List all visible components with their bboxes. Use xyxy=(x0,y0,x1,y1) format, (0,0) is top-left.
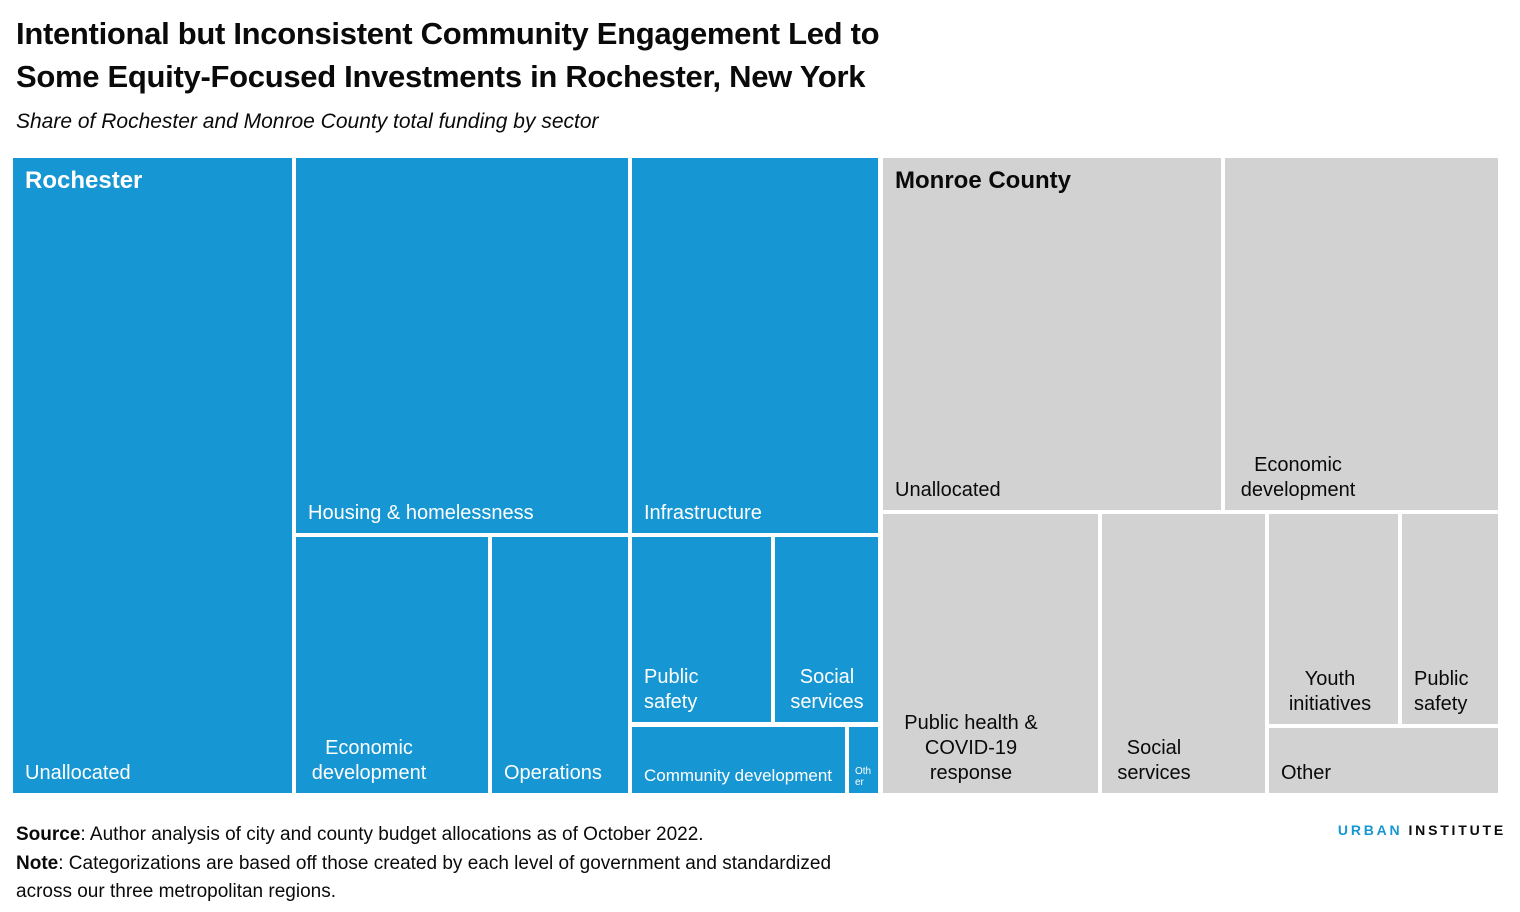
source-text: : Author analysis of city and county bud… xyxy=(80,824,704,845)
urban-institute-logo: URBAN INSTITUTE xyxy=(1338,822,1506,838)
cell-label: Public health & COVID-19 response xyxy=(904,712,1038,784)
cell-label: Economic development xyxy=(1240,454,1356,501)
logo-institute-text: INSTITUTE xyxy=(1408,822,1506,838)
cell-rochester-housing-homelessness: Housing & homelessness xyxy=(296,158,628,533)
rochester-section-label: Rochester xyxy=(25,167,143,194)
cell-monroe-other: Other xyxy=(1269,728,1498,793)
cell-label: Unallocated xyxy=(895,479,1001,501)
title-line-2: Some Equity-Focused Investments in Roche… xyxy=(16,59,866,94)
cell-label: Community development xyxy=(644,765,833,785)
note-label: Note xyxy=(16,852,59,874)
cell-label: Public safety xyxy=(644,666,699,713)
note-text: : Categorizations are based off those cr… xyxy=(16,852,832,903)
cell-label: Infrastructure xyxy=(644,502,762,524)
cell-label: Housing & homelessness xyxy=(308,502,534,524)
footnote: Source: Author analysis of city and coun… xyxy=(16,821,861,907)
chart-subtitle: Share of Rochester and Monroe County tot… xyxy=(16,110,599,133)
cell-label: Economic development xyxy=(311,737,427,784)
cell-label: Other xyxy=(1281,762,1332,784)
title-line-1: Intentional but Inconsistent Community E… xyxy=(16,16,880,51)
cell-rochester-community-development: Community development xyxy=(632,727,845,793)
cell-rochester-public-safety: Public safety xyxy=(632,537,771,722)
cell-monroe-social-services: Social services xyxy=(1102,514,1265,793)
cell-monroe-economic-development: Economic development xyxy=(1225,158,1498,510)
cell-monroe-unallocated: Monroe County Unallocated xyxy=(883,158,1221,510)
cell-rochester-infrastructure: Infrastructure xyxy=(632,158,878,533)
cell-label: Unallocated xyxy=(25,762,131,784)
monroe-section-label: Monroe County xyxy=(895,167,1071,194)
cell-label: Operations xyxy=(504,762,602,784)
cell-monroe-youth-initiatives: Youth initiatives xyxy=(1269,514,1398,724)
cell-label: Other xyxy=(855,766,872,788)
source-label: Source xyxy=(16,824,81,845)
cell-rochester-unallocated: Rochester Unallocated xyxy=(13,158,292,793)
cell-label: Public safety xyxy=(1414,668,1469,715)
cell-monroe-public-health-covid: Public health & COVID-19 response xyxy=(883,514,1098,793)
cell-monroe-public-safety: Public safety xyxy=(1402,514,1498,724)
cell-rochester-economic-development: Economic development xyxy=(296,537,488,793)
logo-urban-text: URBAN xyxy=(1337,822,1403,838)
cell-label: Social services xyxy=(790,666,864,713)
cell-label: Youth initiatives xyxy=(1288,668,1372,715)
cell-label: Social services xyxy=(1117,737,1191,784)
cell-rochester-social-services: Social services xyxy=(775,537,878,722)
page-title: Intentional but Inconsistent Community E… xyxy=(16,12,1116,98)
cell-rochester-operations: Operations xyxy=(492,537,628,793)
cell-rochester-other: Other xyxy=(849,727,878,793)
